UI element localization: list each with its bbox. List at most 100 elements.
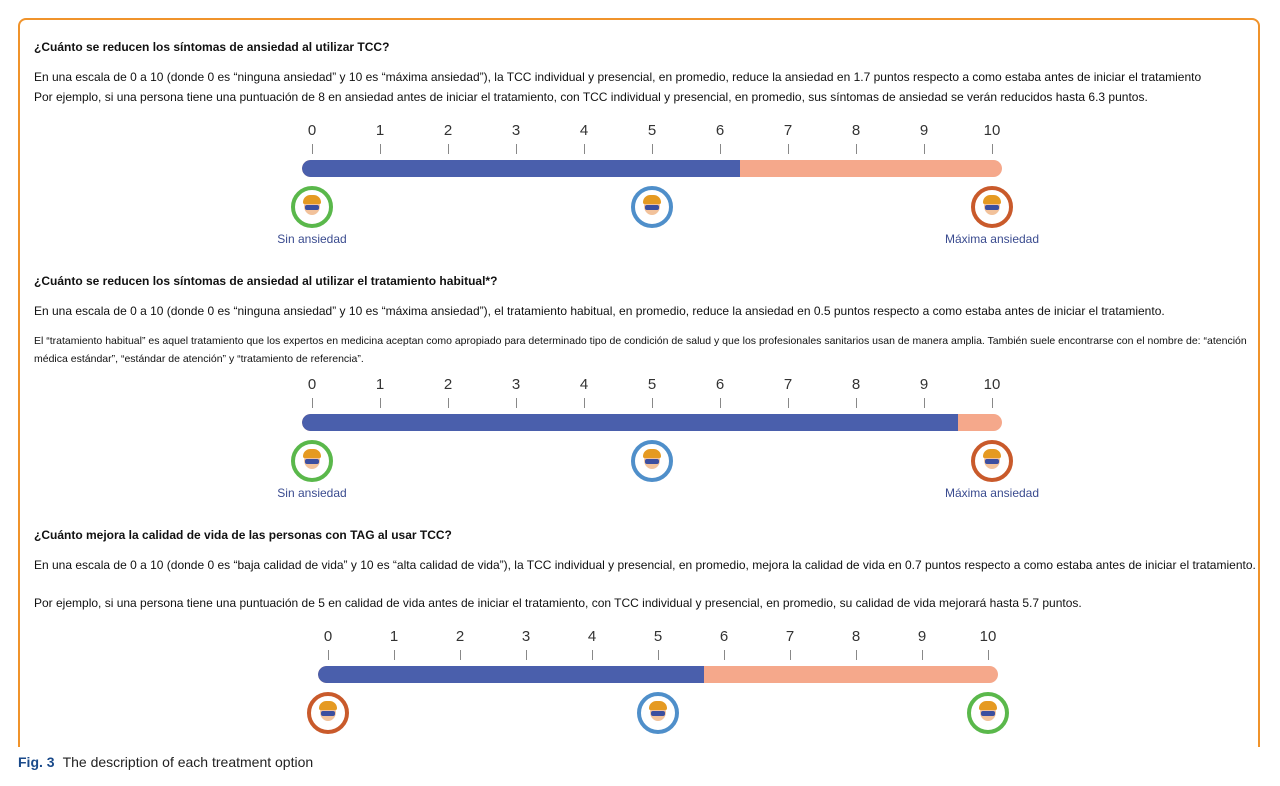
tick-label: 8 [851,376,861,393]
tick-label: 1 [375,376,385,393]
tick-label: 6 [719,628,729,645]
tick-label: 0 [307,376,317,393]
tick-label: 9 [919,376,929,393]
scale-bar-fill [302,414,958,431]
face-label: Sin ansiedad [277,486,347,500]
tick-label: 0 [307,122,317,139]
tick-mark [652,144,653,154]
face-icon [967,692,1009,734]
section-text-line: Por ejemplo, si una persona tiene una pu… [34,596,1082,610]
tick-label: 7 [785,628,795,645]
tick-mark [380,398,381,408]
tick-label: 7 [783,122,793,139]
face-label: Sin ansiedad [277,232,347,246]
section-text-line: En una escala de 0 a 10 (donde 0 es “nin… [34,304,1165,318]
tick-label: 10 [983,376,1001,393]
tick-label: 2 [443,376,453,393]
tick-label: 10 [983,122,1001,139]
tick-label: 4 [579,122,589,139]
tick-mark [380,144,381,154]
tick-label: 2 [455,628,465,645]
tick-mark [592,650,593,660]
tick-mark [788,398,789,408]
tick-label: 2 [443,122,453,139]
section-text-line: Por ejemplo, si una persona tiene una pu… [34,90,1148,104]
tick-mark [720,398,721,408]
tick-label: 1 [389,628,399,645]
figure-frame: ¿Cuánto se reducen los síntomas de ansie… [18,18,1260,747]
anxiety-scale: 0 1 2 3 4 5 6 7 8 9 10 Sin ansiedad Máxima ansiedad [277,122,1039,272]
face-label: Máxima ansiedad [944,486,1040,500]
tick-label: 3 [511,376,521,393]
section-heading: ¿Cuánto se reducen los síntomas de ansie… [34,40,390,54]
tick-mark [988,650,989,660]
tick-label: 9 [919,122,929,139]
tick-label: 5 [647,122,657,139]
tick-label: 0 [323,628,333,645]
section-text-line: En una escala de 0 a 10 (donde 0 es “nin… [34,70,1202,84]
tick-mark [856,650,857,660]
tick-mark [720,144,721,154]
section-heading: ¿Cuánto mejora la calidad de vida de las… [34,528,452,542]
tick-mark [584,398,585,408]
tick-mark [526,650,527,660]
face-label: Máxima ansiedad [944,232,1040,246]
tick-mark [924,144,925,154]
tick-label: 7 [783,376,793,393]
tick-mark [584,144,585,154]
tick-mark [788,144,789,154]
anxiety-scale: 0 1 2 3 4 5 6 7 8 9 10 Sin ansiedad Máxima ansiedad [277,376,1039,526]
usual-treatment-note: El “tratamiento habitual” es aquel trata… [34,335,1247,365]
tick-label: 3 [511,122,521,139]
tick-mark [790,650,791,660]
tick-label: 6 [715,376,725,393]
tick-label: 1 [375,122,385,139]
figure-caption: Fig. 3 The description of each treatment … [18,754,313,770]
tick-label: 10 [979,628,997,645]
tick-mark [394,650,395,660]
section-heading: ¿Cuánto se reducen los síntomas de ansie… [34,274,498,288]
tick-mark [992,398,993,408]
tick-mark [992,144,993,154]
figure-caption-text: The description of each treatment option [62,754,314,770]
tick-label: 9 [917,628,927,645]
tick-label: 6 [715,122,725,139]
figure-label: Fig. 3 [18,754,55,770]
scale-bar [302,414,1002,431]
scale-bar-fill [302,160,741,177]
tick-mark [328,650,329,660]
tick-mark [516,398,517,408]
tick-mark [856,144,857,154]
face-icon [291,186,333,228]
scale-bar-fill [318,666,705,683]
tick-label: 5 [653,628,663,645]
tick-mark [448,398,449,408]
tick-mark [658,650,659,660]
quality-of-life-scale: 0 1 2 3 4 5 6 7 8 9 10 [307,628,1009,747]
face-icon [637,692,679,734]
tick-mark [312,144,313,154]
face-icon [631,186,673,228]
face-icon [307,692,349,734]
tick-mark [448,144,449,154]
scale-bar [318,666,998,683]
tick-mark [924,398,925,408]
tick-label: 8 [851,628,861,645]
scale-bar [302,160,1002,177]
tick-mark [922,650,923,660]
tick-mark [856,398,857,408]
face-icon [971,186,1013,228]
tick-mark [652,398,653,408]
tick-label: 4 [587,628,597,645]
tick-label: 5 [647,376,657,393]
tick-label: 4 [579,376,589,393]
face-icon [971,440,1013,482]
section-text-line: En una escala de 0 a 10 (donde 0 es “baj… [34,558,1256,572]
face-icon [631,440,673,482]
tick-mark [460,650,461,660]
tick-mark [312,398,313,408]
tick-label: 3 [521,628,531,645]
tick-label: 8 [851,122,861,139]
face-icon [291,440,333,482]
tick-mark [516,144,517,154]
